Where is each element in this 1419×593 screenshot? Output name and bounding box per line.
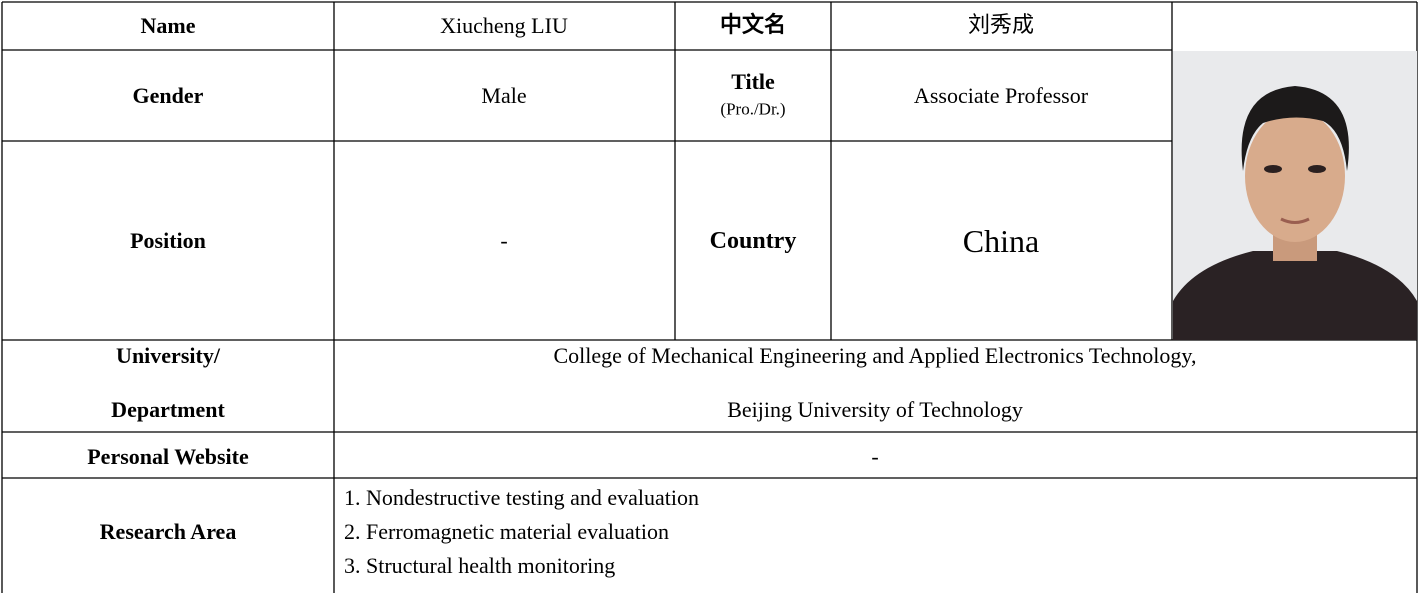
- label-note: (Pro./Dr.): [720, 99, 786, 119]
- label: Country: [709, 228, 797, 254]
- value: -: [871, 444, 879, 469]
- list-item: 1. Nondestructive testing and evaluation: [344, 485, 699, 510]
- label: Research Area: [99, 519, 237, 544]
- value: Male: [481, 83, 527, 108]
- list-item: 3. Structural health monitoring: [344, 553, 616, 578]
- label: Gender: [132, 83, 204, 108]
- list-item: 2. Ferromagnetic material evaluation: [344, 519, 669, 544]
- label: University/: [116, 343, 220, 368]
- value: Associate Professor: [913, 83, 1089, 108]
- portrait-photo: [1173, 51, 1417, 340]
- value: -: [500, 228, 508, 253]
- value: 刘秀成: [967, 13, 1035, 38]
- value: Xiucheng LIU: [440, 13, 568, 38]
- value: Beijing University of Technology: [727, 397, 1023, 422]
- label: Name: [140, 13, 196, 38]
- label: Personal Website: [87, 444, 249, 469]
- label: Position: [130, 228, 206, 253]
- value: China: [962, 223, 1040, 259]
- label: Title: [731, 69, 775, 94]
- label: Department: [111, 397, 225, 422]
- label: 中文名: [719, 13, 787, 38]
- value: College of Mechanical Engineering and Ap…: [553, 343, 1197, 368]
